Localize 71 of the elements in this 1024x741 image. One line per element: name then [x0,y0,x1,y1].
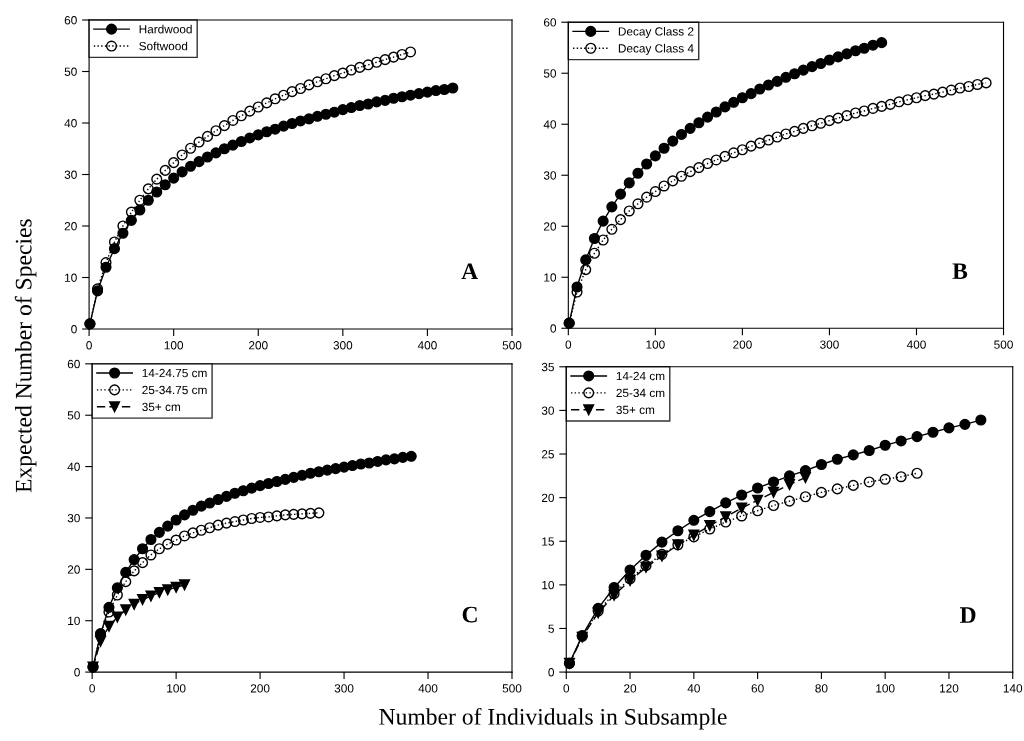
x-axis-title: Number of Individuals in Subsample [379,707,727,730]
y-tick-label: 50 [543,69,557,78]
x-tick-label: 120 [940,684,959,693]
x-tick-label: 400 [906,340,926,349]
y-tick-label: 20 [543,222,557,231]
y-tick-label: 35 [541,362,554,372]
x-tick-label: 100 [876,684,895,693]
x-tick-label: 80 [815,684,828,693]
x-tick-label: 400 [418,684,438,693]
x-tick-label: 0 [89,684,95,693]
x-tick-label: 200 [250,684,270,693]
annotation: C [462,606,477,623]
y-tick-label: 10 [68,616,80,626]
x-tick-label: 500 [502,341,522,350]
y-tick-label: 10 [542,580,555,590]
x-tick-label: 140 [1003,684,1023,693]
legend-label: 35+ cm [142,402,181,412]
y-tick-label: 15 [542,537,554,546]
legend-label: 35+ cm [616,405,655,414]
legend-label: Softwood [139,41,188,51]
x-tick-label: 60 [751,684,764,693]
y-tick-label: 5 [548,624,554,633]
y-tick-label: 40 [64,119,77,128]
y-tick-label: 20 [67,565,80,574]
x-tick-label: 40 [687,684,700,693]
y-tick-label: 30 [543,171,557,180]
x-tick-label: 500 [502,684,522,693]
annotation: B [952,263,968,279]
x-tick-label: 200 [733,340,752,349]
y-tick-label: 20 [541,493,555,503]
x-tick-label: 0 [565,340,572,349]
y-tick-label: 50 [64,67,77,76]
y-tick-label: 60 [67,359,80,369]
legend-label: Decay Class 2 [618,26,694,38]
legend-label: Decay Class 4 [618,43,694,55]
x-tick-label: 100 [646,340,665,349]
y-tick-label: 40 [543,120,557,129]
y-tick-label: 25 [541,450,554,459]
legend-label: Hardwood [139,24,192,34]
y-tick-label: 10 [544,273,557,282]
x-tick-label: 300 [334,684,354,693]
y-tick-label: 60 [543,18,557,27]
y-tick-label: 30 [64,170,77,179]
legend-label: 14-24 cm [616,371,665,381]
annotation: D [959,607,976,623]
x-tick-label: 100 [167,684,186,693]
x-tick-label: 100 [164,341,184,350]
x-tick-label: 400 [417,341,437,350]
y-tick-label: 0 [548,668,555,677]
legend-label: 14-24.75 cm [142,368,207,378]
y-tick-label: 60 [64,16,77,25]
y-tick-label: 0 [74,668,80,677]
y-tick-label: 0 [71,325,77,334]
x-tick-label: 0 [563,684,570,693]
annotation: A [461,263,479,280]
y-tick-label: 50 [67,411,80,420]
x-tick-label: 500 [994,340,1013,349]
y-tick-label: 40 [67,462,80,471]
legend-label: 25-34 cm [616,388,665,398]
y-tick-label: 0 [550,324,557,333]
legend-label: 25-34.75 cm [142,385,207,395]
x-tick-label: 0 [86,341,92,350]
x-tick-label: 300 [333,341,353,350]
y-tick-label: 30 [541,406,555,415]
y-tick-label: 30 [67,513,80,523]
x-tick-label: 20 [624,684,637,693]
y-tick-label: 20 [64,222,77,231]
x-tick-label: 300 [820,340,839,349]
x-tick-label: 200 [249,341,268,350]
y-tick-label: 10 [65,273,77,282]
y-axis-title: Expected Number of Species [14,219,37,493]
